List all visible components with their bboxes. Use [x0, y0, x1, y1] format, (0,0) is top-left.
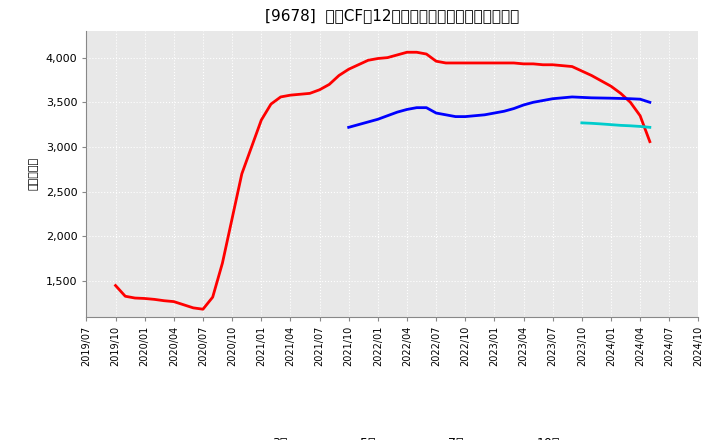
Y-axis label: （百万円）: （百万円） — [29, 157, 39, 191]
Title: [9678]  投資CFの12か月移動合計の標準偏差の推移: [9678] 投資CFの12か月移動合計の標準偏差の推移 — [265, 7, 520, 23]
Legend: 3年, 5年, 7年, 10年: 3年, 5年, 7年, 10年 — [220, 432, 564, 440]
